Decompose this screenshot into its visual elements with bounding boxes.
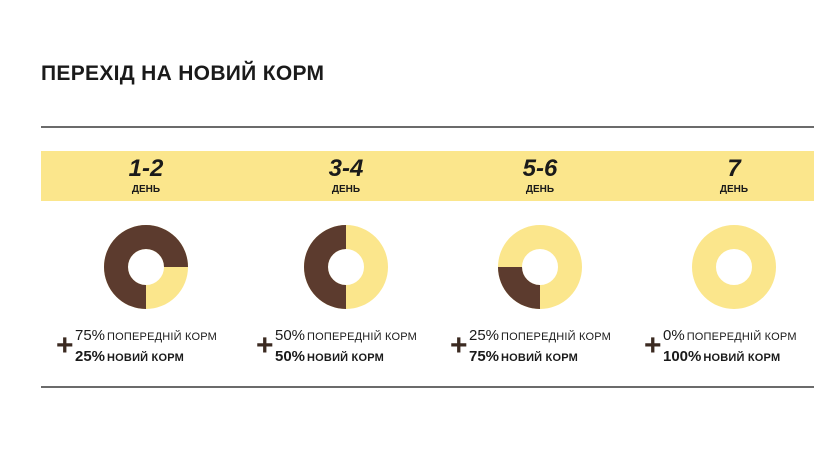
- old-food-line: 25% ПОПЕРЕДНІЙ КОРМ: [469, 327, 611, 346]
- stage-period: 1-2: [128, 155, 164, 182]
- old-food-percent: 75%: [75, 327, 106, 344]
- slice-old-food: [104, 225, 188, 309]
- stage-unit: ДЕНЬ: [131, 184, 161, 195]
- stage-period: 7: [727, 155, 741, 182]
- old-food-line: 75% ПОПЕРЕДНІЙ КОРМ: [75, 327, 217, 346]
- stage-unit: ДЕНЬ: [525, 184, 555, 195]
- new-food-label: НОВИЙ КОРМ: [107, 352, 184, 364]
- plus-icon: +: [644, 329, 662, 362]
- donut-chart: [104, 225, 188, 309]
- new-food-percent: 75%: [469, 348, 500, 365]
- old-food-percent: 50%: [275, 327, 306, 344]
- plus-icon: +: [450, 329, 468, 362]
- top-divider: [41, 126, 814, 128]
- stage-period: 5-6: [522, 155, 558, 182]
- slice-old-food: [304, 225, 347, 309]
- new-food-line: 100% НОВИЙ КОРМ: [663, 348, 780, 367]
- new-food-line: 75% НОВИЙ КОРМ: [469, 348, 578, 367]
- new-food-label: НОВИЙ КОРМ: [307, 352, 384, 364]
- donut-chart: [498, 225, 582, 309]
- old-food-percent: 25%: [469, 327, 500, 344]
- stage-unit: ДЕНЬ: [719, 184, 749, 195]
- old-food-line: 50% ПОПЕРЕДНІЙ КОРМ: [275, 327, 417, 346]
- page-title: ПЕРЕХІД НА НОВИЙ КОРМ: [41, 62, 325, 85]
- days-band: [41, 151, 814, 201]
- stage-period: 3-4: [328, 155, 364, 182]
- old-food-label: ПОПЕРЕДНІЙ КОРМ: [501, 331, 612, 343]
- donut-chart: [692, 225, 776, 309]
- new-food-percent: 50%: [275, 348, 306, 365]
- old-food-line: 0% ПОПЕРЕДНІЙ КОРМ: [663, 327, 797, 346]
- old-food-label: ПОПЕРЕДНІЙ КОРМ: [686, 331, 797, 343]
- donut-chart: [304, 225, 388, 309]
- new-food-percent: 25%: [75, 348, 106, 365]
- new-food-line: 25% НОВИЙ КОРМ: [75, 348, 184, 367]
- stage-unit: ДЕНЬ: [331, 184, 361, 195]
- old-food-label: ПОПЕРЕДНІЙ КОРМ: [107, 331, 218, 343]
- bottom-divider: [41, 386, 814, 388]
- old-food-percent: 0%: [663, 327, 685, 344]
- plus-icon: +: [256, 329, 274, 362]
- plus-icon: +: [56, 329, 74, 362]
- new-food-label: НОВИЙ КОРМ: [703, 352, 781, 364]
- slice-new-food: [692, 225, 776, 309]
- new-food-percent: 100%: [663, 348, 702, 365]
- old-food-label: ПОПЕРЕДНІЙ КОРМ: [307, 331, 418, 343]
- new-food-label: НОВИЙ КОРМ: [501, 352, 578, 364]
- new-food-line: 50% НОВИЙ КОРМ: [275, 348, 384, 367]
- slice-old-food: [498, 266, 541, 309]
